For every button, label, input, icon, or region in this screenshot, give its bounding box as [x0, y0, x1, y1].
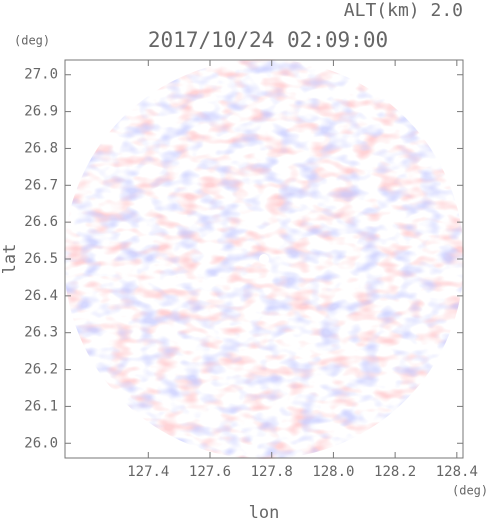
- radar-field: [64, 59, 464, 459]
- y-tick-label: 26.1: [24, 398, 58, 414]
- y-tick-label: 26.2: [24, 362, 58, 378]
- y-tick-label: 26.0: [24, 435, 58, 451]
- x-unit: (deg): [452, 484, 488, 498]
- y-tick-label: 26.6: [24, 214, 58, 230]
- y-tick-label: 26.4: [24, 288, 58, 304]
- y-tick-label: 27.0: [24, 67, 58, 83]
- altitude-label: ALT(km) 2.0: [344, 0, 463, 21]
- x-tick-label: 128.4: [436, 464, 478, 480]
- x-tick-label: 127.4: [127, 464, 169, 480]
- x-tick-label: 127.8: [251, 464, 293, 480]
- y-tick-label: 26.7: [24, 177, 58, 193]
- y-tick-label: 26.9: [24, 104, 58, 120]
- y-unit: (deg): [14, 34, 50, 48]
- y-tick-label: 26.8: [24, 140, 58, 156]
- x-tick-label: 128.2: [374, 464, 416, 480]
- x-tick-label: 128.0: [312, 464, 354, 480]
- y-tick-label: 26.5: [24, 251, 58, 267]
- x-axis-label: lon: [249, 503, 280, 521]
- x-tick-label: 127.6: [189, 464, 231, 480]
- y-tick-label: 26.3: [24, 325, 58, 341]
- y-axis-label: lat: [0, 244, 20, 275]
- chart-title: 2017/10/24 02:09:00: [148, 28, 388, 52]
